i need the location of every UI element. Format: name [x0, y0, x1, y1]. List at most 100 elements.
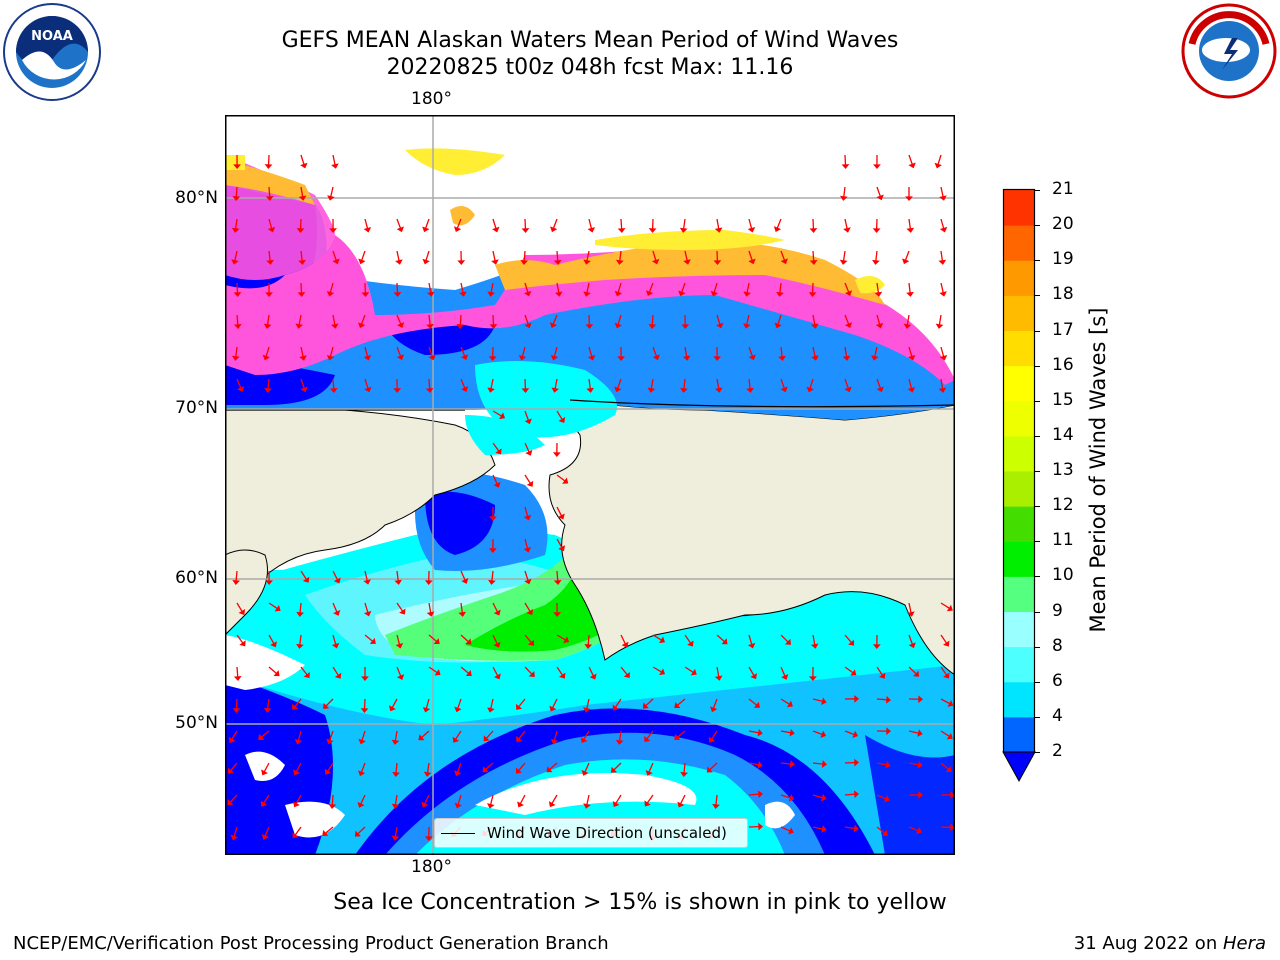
- wave-arrow-head: [492, 226, 500, 233]
- wave-arrow-head: [557, 513, 565, 520]
- wave-arrow-head: [716, 322, 724, 329]
- wave-arrow: [554, 378, 558, 389]
- wave-arrow: [332, 570, 339, 581]
- wave-arrow-head: [659, 668, 666, 676]
- wave-arrow-head: [872, 259, 880, 265]
- wave-arrow-head: [493, 481, 501, 488]
- wave-arrow-head: [233, 164, 241, 170]
- wave-arrow: [615, 794, 622, 804]
- wave-arrow-head: [326, 355, 335, 361]
- wave-arrow: [549, 762, 558, 771]
- wave-arrow-head: [360, 708, 369, 713]
- wave-arrow: [652, 346, 658, 357]
- wave-arrow: [492, 250, 496, 261]
- wave-arrow-head: [789, 760, 795, 768]
- wave-arrow: [524, 282, 529, 293]
- wave-arrow-head: [233, 676, 242, 681]
- wave-arrow: [457, 794, 462, 805]
- wave-arrow-head: [746, 387, 754, 393]
- wave-arrow-head: [916, 826, 922, 835]
- wave-arrow-head: [648, 324, 657, 329]
- wave-arrow-head: [677, 801, 685, 808]
- wave-arrow-head: [358, 258, 366, 265]
- wave-arrow-head: [488, 579, 496, 585]
- wave-arrow: [391, 698, 398, 709]
- wave-arrow: [618, 730, 622, 741]
- wave-arrow-head: [422, 226, 430, 233]
- wave-arrow-head: [333, 577, 341, 584]
- wave-arrow-head: [820, 793, 827, 802]
- wave-arrow: [236, 666, 239, 678]
- wave-arrow-head: [935, 323, 944, 329]
- wave-arrow-head: [524, 418, 532, 425]
- wave-arrow: [519, 794, 526, 805]
- wave-arrow-head: [679, 227, 688, 233]
- wave-arrow: [324, 826, 334, 834]
- wave-arrow: [396, 666, 402, 677]
- wave-arrow: [234, 250, 238, 261]
- wave-arrow: [235, 570, 238, 582]
- wave-arrow: [489, 794, 494, 805]
- wave-arrow: [396, 218, 402, 229]
- wave-arrow: [460, 282, 464, 293]
- wave-arrow-head: [300, 386, 308, 393]
- wave-arrow: [780, 762, 792, 765]
- wave-arrow-head: [482, 766, 489, 773]
- wave-arrow: [364, 218, 369, 229]
- wave-arrow: [424, 218, 430, 229]
- wave-arrow: [876, 698, 888, 701]
- wave-arrow-head: [493, 609, 501, 616]
- wave-arrow-head: [322, 829, 329, 836]
- wave-arrow: [844, 793, 856, 796]
- wave-arrow: [876, 378, 881, 389]
- land-russia: [225, 409, 496, 596]
- wave-arrow: [648, 282, 654, 293]
- colorbar-segment: [1004, 681, 1034, 718]
- wave-arrow-head: [885, 695, 891, 704]
- wave-arrow-head: [326, 738, 334, 745]
- wave-arrow: [776, 218, 782, 229]
- wave-arrow: [485, 730, 494, 739]
- wave-arrow-head: [523, 514, 532, 521]
- wave-arrow-head: [331, 163, 339, 169]
- wave-arrow-head: [934, 162, 942, 169]
- wave-arrow-head: [391, 835, 400, 841]
- wave-arrow-head: [821, 760, 827, 768]
- wave-arrow-head: [357, 801, 365, 808]
- wave-arrow: [588, 378, 591, 390]
- colorbar: [1002, 188, 1036, 783]
- wave-arrow: [908, 346, 913, 357]
- wave-arrow-head: [757, 760, 763, 769]
- wave-arrow-head: [584, 644, 593, 649]
- wave-arrow: [524, 410, 530, 421]
- wave-arrow-head: [523, 547, 532, 553]
- colorbar-tick-mark: [1034, 260, 1040, 262]
- wave-arrow: [518, 698, 526, 708]
- wave-arrow: [260, 730, 270, 738]
- wave-arrow: [908, 826, 919, 832]
- wave-arrow-head: [580, 736, 588, 743]
- wave-arrow-head: [453, 226, 462, 233]
- wave-arrow-head: [681, 324, 690, 330]
- wave-arrow: [908, 282, 911, 294]
- wave-arrow: [681, 282, 686, 293]
- wave-arrow: [556, 410, 563, 420]
- wave-arrow-head: [460, 354, 469, 360]
- wave-arrow: [396, 570, 399, 582]
- wave-arrow: [812, 698, 823, 703]
- wave-arrow: [425, 698, 430, 709]
- wave-arrow: [940, 218, 945, 229]
- wave-arrow: [938, 314, 942, 325]
- wave-arrow: [588, 346, 593, 357]
- wave-arrow: [812, 346, 816, 357]
- wave-arrow-head: [918, 791, 924, 799]
- wave-arrow: [518, 730, 526, 740]
- wave-arrow-head: [616, 259, 624, 265]
- wave-arrow-head: [332, 258, 340, 265]
- wave-arrow-head: [854, 758, 860, 767]
- wave-arrow-head: [563, 636, 570, 644]
- wave-arrow-head: [394, 579, 403, 585]
- wave-arrow-head: [821, 697, 827, 706]
- wave-arrow-head: [903, 323, 912, 329]
- colorbar-tick-label: 17: [1052, 319, 1074, 340]
